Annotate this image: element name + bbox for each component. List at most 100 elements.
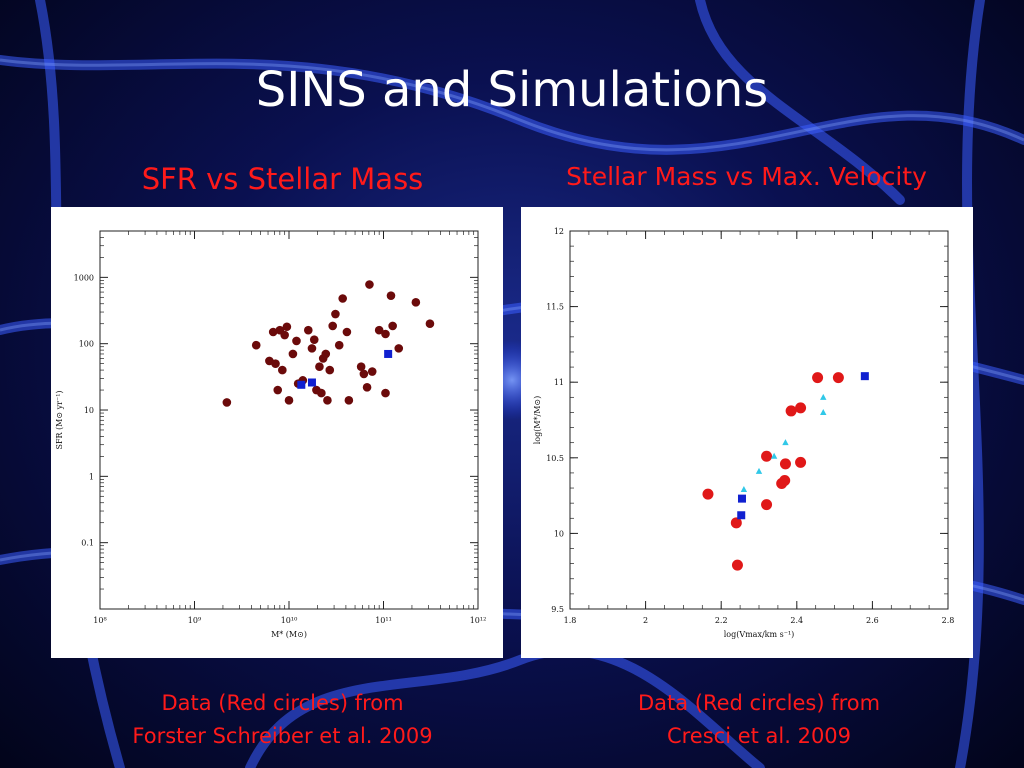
data-point-circle	[730, 517, 742, 529]
data-point-circle	[425, 319, 435, 329]
right-chart-subtitle: Stellar Mass vs Max. Velocity	[566, 162, 927, 191]
data-point-circle	[309, 335, 319, 344]
x-tick-label: 2.8	[942, 616, 955, 625]
data-point-triangle	[820, 393, 827, 400]
data-point-circle	[251, 340, 261, 350]
data-point-circle	[832, 372, 844, 384]
data-point-circle	[344, 396, 354, 405]
data-point-circle	[282, 322, 292, 332]
data-point-circle	[273, 385, 283, 395]
plot-frame	[569, 230, 949, 610]
left-chart-subtitle: SFR vs Stellar Mass	[141, 162, 424, 196]
data-point-circle	[268, 327, 278, 337]
data-point-circle	[315, 362, 324, 371]
data-point-circle	[812, 372, 824, 384]
data-point-circle	[331, 309, 340, 319]
data-point-square	[737, 494, 746, 503]
data-point-circle	[362, 383, 372, 392]
x-tick-label: 1.8	[564, 616, 577, 625]
data-point-circle	[321, 349, 331, 359]
data-point-circle	[702, 488, 714, 500]
data-point-triangle	[740, 486, 748, 493]
data-point-circle	[731, 559, 743, 571]
x-tick-label: 2	[643, 616, 648, 625]
data-point-triangle	[770, 452, 778, 459]
data-point-triangle	[820, 408, 827, 415]
data-point-circle	[785, 405, 797, 417]
right-caption-line2: Cresci et al. 2009	[666, 724, 852, 748]
y-tick-label: 10	[554, 529, 564, 538]
data-point-circle	[222, 398, 232, 407]
data-point-circle	[411, 298, 421, 307]
data-point-square	[737, 511, 746, 520]
x-tick-label: 10¹⁰	[281, 616, 298, 625]
x-tick-label: 10⁸	[93, 616, 106, 625]
data-point-circle	[761, 450, 773, 462]
data-point-circle	[284, 396, 294, 405]
y-axis-label: log(M*/M⊙)	[533, 396, 542, 445]
data-point-circle	[779, 458, 791, 470]
mass-vs-velocity-plot: 1.8 2 2.2 2.4 2.6 2.8 9.5 10 10.5 11 11.5 12 log(Vma…	[533, 227, 955, 639]
sfr-vs-mass-chart: 10⁸ 10⁹ 10¹⁰ 10¹¹ 10¹² 0.1 1 10 100 1000 M* (M⊙) SF…	[51, 207, 503, 658]
data-point-circle	[317, 388, 326, 398]
left-caption-line1: Data (Red circles) from	[161, 691, 404, 715]
data-point-circle	[779, 474, 791, 486]
data-point-circle	[292, 336, 301, 346]
data-point-circle	[386, 291, 396, 300]
data-point-circle	[356, 362, 366, 371]
right-caption-line1: Data (Red circles) from	[637, 691, 881, 715]
data-point-circle	[388, 321, 397, 331]
data-point-circle	[288, 349, 298, 359]
y-tick-label: 10.5	[546, 454, 564, 463]
data-point-circle	[278, 365, 287, 375]
data-point-circle	[323, 396, 332, 405]
data-point-circle	[359, 369, 369, 379]
data-point-triangle	[782, 439, 789, 446]
y-tick-label: 0.1	[81, 539, 94, 548]
data-point-circle	[307, 344, 317, 353]
data-point-circle	[338, 294, 347, 303]
data-point-circle	[271, 359, 280, 368]
y-axis-label: SFR (M⊙ yr⁻¹)	[55, 390, 64, 449]
x-tick-label: 2.4	[790, 616, 803, 625]
mass-vs-velocity-chart: 1.8 2 2.2 2.4 2.6 2.8 9.5 10 10.5 11 11.5 12 log(Vma…	[521, 207, 973, 658]
data-point-circle	[280, 330, 289, 340]
x-axis-label: log(Vmax/km s⁻¹)	[724, 630, 795, 639]
x-tick-label: 2.6	[866, 616, 879, 625]
y-tick-label: 12	[554, 227, 564, 236]
x-tick-label: 10¹²	[470, 616, 487, 625]
y-tick-label: 1	[89, 472, 94, 481]
y-tick-label: 10	[84, 406, 94, 415]
data-point-circle	[761, 499, 773, 511]
slide-title: SINS and Simulations	[255, 62, 769, 118]
x-axis-label: M* (M⊙)	[271, 630, 307, 639]
y-tick-label: 11	[554, 378, 564, 387]
plot-frame	[99, 230, 479, 610]
data-point-circle	[381, 388, 390, 398]
y-tick-label: 9.5	[551, 605, 564, 614]
data-point-circle	[795, 456, 807, 468]
data-point-circle	[367, 367, 377, 376]
data-point-circle	[342, 327, 352, 337]
sfr-vs-mass-plot: 10⁸ 10⁹ 10¹⁰ 10¹¹ 10¹² 0.1 1 10 100 1000 M* (M⊙) SF…	[55, 230, 487, 639]
data-point-square	[384, 349, 393, 358]
data-point-circle	[325, 365, 335, 375]
data-point-circle	[303, 325, 313, 335]
data-point-square	[860, 372, 869, 381]
x-tick-label: 10⁹	[188, 616, 202, 625]
data-point-circle	[365, 280, 374, 289]
y-tick-label: 11.5	[546, 303, 564, 312]
left-caption: Data (Red circles) from Forster Schreibe…	[50, 687, 515, 753]
y-tick-label: 100	[79, 340, 94, 349]
data-point-triangle	[755, 467, 763, 474]
data-point-circle	[381, 329, 390, 339]
x-tick-label: 2.2	[715, 616, 728, 625]
y-tick-label: 1000	[74, 273, 94, 282]
data-point-circle	[374, 325, 384, 335]
right-caption: Data (Red circles) from Cresci et al. 20…	[520, 687, 998, 753]
data-point-square	[297, 380, 306, 389]
x-tick-label: 10¹¹	[375, 616, 392, 625]
data-point-circle	[795, 402, 807, 414]
data-point-circle	[328, 321, 337, 331]
left-caption-line2: Forster Schreiber et al. 2009	[132, 724, 433, 748]
